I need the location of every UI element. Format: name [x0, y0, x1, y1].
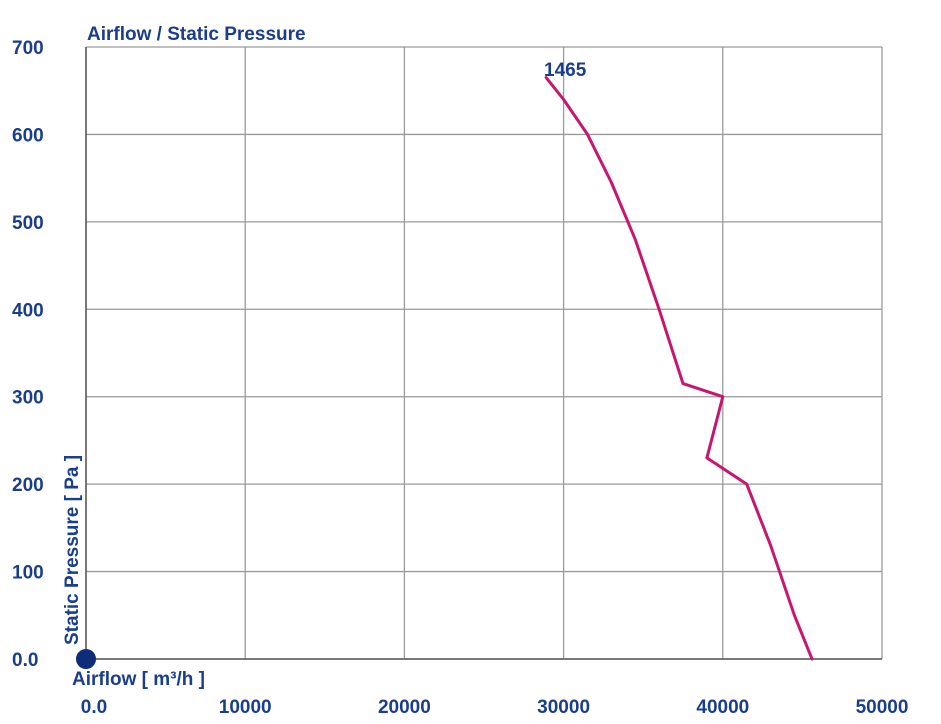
x-tick-label: 40000 — [696, 697, 749, 718]
y-tick-label: 0.0 — [12, 650, 38, 671]
y-axis-label: Static Pressure [ Pa ] — [62, 455, 83, 645]
x-tick-label: 0.0 — [81, 697, 107, 718]
x-tick-labels: 0.0 10000 20000 30000 40000 50000 — [81, 697, 909, 718]
y-tick-label: 200 — [12, 475, 44, 496]
y-tick-label: 300 — [12, 388, 44, 409]
y-tick-labels: 0.0 100 200 300 400 500 600 700 — [12, 38, 44, 671]
series-label: 1465 — [544, 60, 587, 81]
series — [544, 76, 814, 661]
x-axis-label: Airflow [ m³/h ] — [72, 669, 205, 690]
y-tick-label: 100 — [12, 563, 44, 584]
chart-title: Airflow / Static Pressure — [87, 24, 306, 45]
x-tick-label: 20000 — [378, 697, 431, 718]
x-tick-label: 10000 — [219, 697, 272, 718]
axes — [85, 47, 882, 660]
x-tick-label: 30000 — [537, 697, 590, 718]
x-tick-label: 50000 — [856, 697, 909, 718]
origin-marker — [76, 649, 96, 669]
series-line — [544, 76, 814, 661]
grid — [85, 46, 883, 660]
y-tick-label: 600 — [12, 125, 44, 146]
y-tick-label: 700 — [12, 38, 44, 59]
y-tick-label: 500 — [12, 213, 44, 234]
y-tick-label: 400 — [12, 300, 44, 321]
